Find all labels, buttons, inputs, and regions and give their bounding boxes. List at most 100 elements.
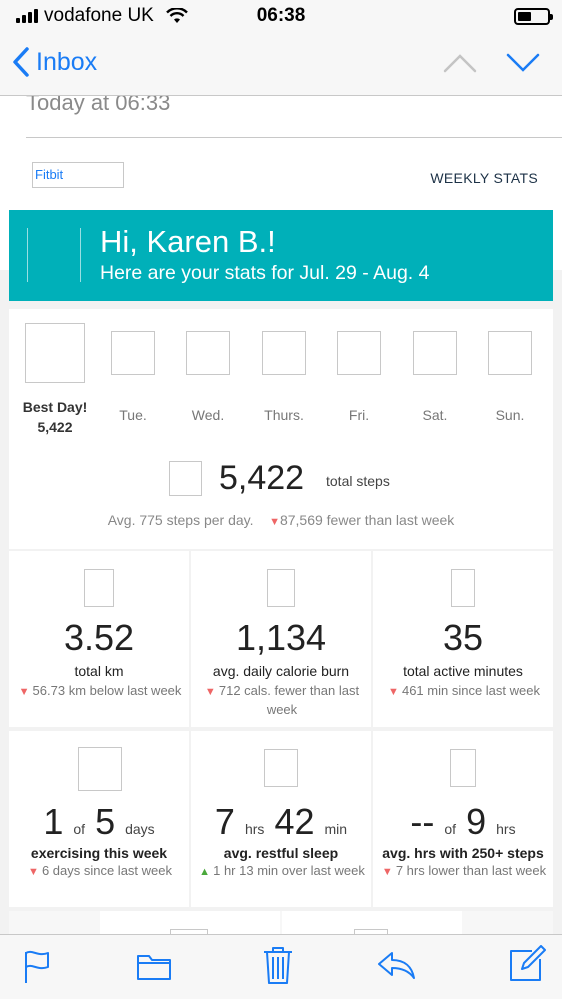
stat-unit: min: [324, 821, 348, 837]
stat-unit: days: [125, 821, 155, 837]
day-image: [111, 331, 155, 375]
steps-icon: [169, 461, 202, 496]
best-day-image: [25, 323, 85, 383]
back-button[interactable]: Inbox: [12, 46, 97, 78]
stat-value: 1,134: [235, 617, 327, 658]
stat-value: 7 hrs 42 min: [191, 801, 371, 843]
mail-header: Today at 06:33: [0, 96, 562, 156]
sleep-icon: [264, 749, 298, 787]
stat-label: avg. daily calorie burn: [212, 663, 350, 679]
previous-message-icon[interactable]: [442, 52, 478, 74]
total-steps-label: total steps: [326, 473, 390, 489]
signal-icon: [16, 9, 38, 23]
stat-delta: ▼ 56.73 km below last week: [11, 682, 189, 701]
day-image: [186, 331, 230, 375]
trend-down-icon: ▼: [27, 866, 42, 878]
stat-delta-text: 7 hrs lower than last week: [395, 863, 547, 878]
folder-icon[interactable]: [136, 951, 172, 981]
nav-bar: Inbox: [0, 32, 562, 96]
stat-value: 35: [442, 617, 484, 658]
more-stats-card: [9, 911, 553, 934]
stat-label: total km: [74, 663, 124, 679]
day-label: Wed.: [191, 407, 225, 423]
stat-delta: ▲ 1 hr 13 min over last week: [193, 862, 371, 881]
stat-card-exercise-days: 1 of 5 days exercising this week ▼ 6 day…: [9, 731, 189, 907]
stat-delta-text: 6 days since last week: [41, 863, 173, 878]
trend-down-icon: ▼: [18, 686, 33, 698]
wifi-icon: [166, 8, 188, 23]
distance-icon: [84, 569, 114, 607]
day-label: Tue.: [119, 407, 147, 423]
stat-delta-text: 56.73 km below last week: [32, 683, 182, 698]
best-day-title: Best Day!: [22, 399, 88, 415]
steps-summary: Avg. 775 steps per day. ▼87,569 fewer th…: [9, 512, 553, 528]
day-label: Thurs.: [264, 407, 304, 423]
day-image: [413, 331, 457, 375]
weekly-stats-label: WEEKLY STATS: [430, 170, 538, 186]
stat-value-secondary: 5: [95, 801, 116, 842]
best-day-label: Best Day! 5,422: [15, 397, 95, 437]
day-image: [337, 331, 381, 375]
stat-value-secondary: 42: [274, 801, 315, 842]
trash-icon[interactable]: [262, 945, 294, 985]
hourly-steps-icon: [450, 749, 476, 787]
more-stats-panel: [282, 911, 462, 934]
stat-card-sleep: 7 hrs 42 min avg. restful sleep ▲ 1 hr 1…: [191, 731, 371, 907]
exercise-icon: [78, 747, 122, 791]
reply-icon[interactable]: [376, 949, 416, 981]
stat-value-primary: --: [410, 801, 435, 842]
trend-down-icon: ▼: [204, 686, 219, 698]
battery-icon: [514, 8, 553, 25]
stat-delta-text: 461 min since last week: [401, 683, 540, 698]
stat-card-active-minutes: 35 total active minutes ▼ 461 min since …: [373, 551, 553, 727]
message-body[interactable]: Today at 06:33 Fitbit WEEKLY STATS Hi, K…: [0, 96, 562, 934]
avg-steps: Avg. 775 steps per day.: [107, 512, 254, 528]
greeting-banner: Hi, Karen B.! Here are your stats for Ju…: [9, 210, 553, 301]
flag-icon[interactable]: [22, 949, 52, 985]
stats-period: Here are your stats for Jul. 29 - Aug. 4: [100, 262, 430, 284]
active-minutes-icon: [451, 569, 475, 607]
stat-icon: [170, 929, 208, 934]
bottom-toolbar: [0, 934, 562, 999]
day-image: [488, 331, 532, 375]
clock: 06:38: [256, 5, 306, 26]
more-stats-panel: [100, 911, 280, 934]
stat-value: 1 of 5 days: [9, 801, 189, 843]
stat-unit: hrs: [496, 821, 516, 837]
stat-label: total active minutes: [403, 663, 523, 679]
total-steps-value: 5,422: [219, 459, 305, 497]
stat-card-calories: 1,134 avg. daily calorie burn ▼ 712 cals…: [191, 551, 371, 727]
stat-unit: of: [444, 821, 457, 837]
trend-down-icon: ▼: [388, 686, 402, 698]
avatar: [27, 228, 81, 282]
stat-delta: ▼ 6 days since last week: [11, 862, 189, 881]
compose-icon[interactable]: [508, 945, 546, 983]
next-message-icon[interactable]: [505, 52, 541, 74]
greeting: Hi, Karen B.!: [100, 224, 276, 259]
stat-delta: ▼ 7 hrs lower than last week: [375, 862, 553, 881]
day-image: [262, 331, 306, 375]
trend-down-icon: ▼: [269, 516, 280, 528]
day-label: Sat.: [422, 407, 448, 423]
stat-card-hourly-steps: -- of 9 hrs avg. hrs with 250+ steps ▼ 7…: [373, 731, 553, 907]
stat-card-distance: 3.52 total km ▼ 56.73 km below last week: [9, 551, 189, 727]
stat-unit: hrs: [244, 821, 265, 837]
status-bar: vodafone UK 06:38: [0, 0, 562, 32]
stat-label: avg. restful sleep: [223, 845, 339, 861]
trend-up-icon: ▲: [199, 866, 214, 878]
carrier: vodafone UK: [16, 5, 188, 27]
stat-label: avg. hrs with 250+ steps: [382, 845, 544, 861]
stat-icon: [354, 929, 388, 934]
daily-steps-card: Best Day! 5,422 Tue. Wed. Thurs. Fri. Sa…: [9, 309, 553, 549]
fitbit-logo[interactable]: Fitbit: [32, 162, 124, 188]
carrier-label: vodafone UK: [44, 5, 154, 26]
stat-value: -- of 9 hrs: [373, 801, 553, 843]
chevron-left-icon: [13, 47, 29, 77]
stat-delta-text: 712 cals. fewer than last week: [218, 683, 360, 717]
stat-label: exercising this week: [30, 845, 168, 861]
mail-date: Today at 06:33: [26, 96, 171, 115]
steps-delta: 87,569 fewer than last week: [279, 512, 455, 528]
stat-value-secondary: 9: [466, 801, 487, 842]
best-day-value: 5,422: [37, 419, 73, 435]
divider: [26, 137, 562, 138]
